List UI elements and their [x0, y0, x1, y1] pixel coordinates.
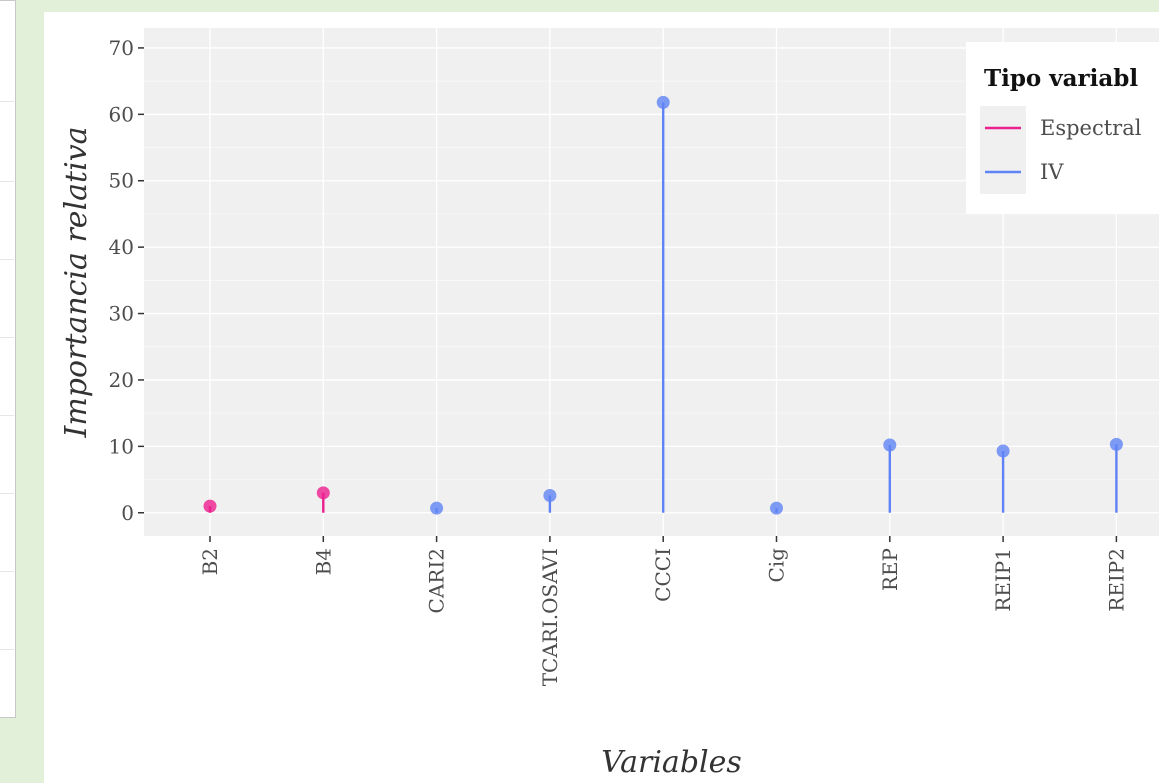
y-tick-label: 20 — [109, 368, 134, 392]
y-tick-label: 0 — [121, 501, 134, 525]
x-axis: B2 B4 CARI2 TCARI.OSAVI CCCI Cig REP REIP1 REIP2 — [198, 536, 1128, 686]
side-panel — [0, 0, 16, 718]
y-tick-label: 40 — [109, 235, 134, 259]
x-tick-label: TCARI.OSAVI — [538, 548, 562, 686]
point — [883, 438, 897, 452]
point — [996, 444, 1010, 458]
point — [656, 95, 670, 109]
y-tick-label: 70 — [109, 36, 134, 60]
panel-divider — [0, 415, 14, 416]
point — [203, 499, 217, 513]
panel-divider — [0, 571, 14, 572]
x-tick-label: CARI2 — [425, 548, 449, 613]
legend-title: Tipo variabl — [984, 65, 1138, 92]
x-axis-title: Variables — [601, 745, 742, 780]
y-tick-label: 10 — [109, 434, 134, 458]
panel-divider — [0, 181, 14, 182]
x-tick-label: REIP2 — [1104, 548, 1128, 612]
y-axis-title: Importancia relativa — [59, 126, 94, 438]
x-tick-label: B4 — [311, 548, 335, 575]
lollipop-chart: 0 10 20 30 40 50 60 70 B2 B4 CARI2 TCARI.OSAVI CCCI… — [59, 28, 1159, 780]
points — [203, 95, 1123, 515]
point — [770, 501, 783, 515]
point — [543, 488, 557, 502]
panel-divider — [0, 259, 14, 260]
legend: Tipo variabl Espectral IV — [966, 42, 1159, 214]
y-axis: 0 10 20 30 40 50 60 70 — [109, 36, 144, 525]
point — [430, 501, 444, 515]
x-tick-label: REP — [878, 548, 902, 591]
x-tick-label: B2 — [198, 548, 222, 575]
y-tick-label: 50 — [109, 169, 134, 193]
panel-divider — [0, 337, 14, 338]
x-tick-label: Cig — [765, 548, 789, 583]
panel-divider — [0, 649, 14, 650]
y-tick-label: 60 — [109, 102, 134, 126]
panel-divider — [0, 101, 14, 102]
x-tick-label: REIP1 — [991, 548, 1015, 612]
legend-label: Espectral — [1040, 116, 1142, 140]
legend-label: IV — [1040, 160, 1064, 184]
y-tick-label: 30 — [109, 302, 134, 326]
chart-card: 0 10 20 30 40 50 60 70 B2 B4 CARI2 TCARI.OSAVI CCCI… — [44, 12, 1159, 783]
point — [316, 486, 330, 500]
point — [1109, 437, 1123, 451]
panel-divider — [0, 493, 14, 494]
legend-entries: Espectral IV — [980, 106, 1142, 194]
x-tick-label: CCCI — [651, 548, 675, 602]
